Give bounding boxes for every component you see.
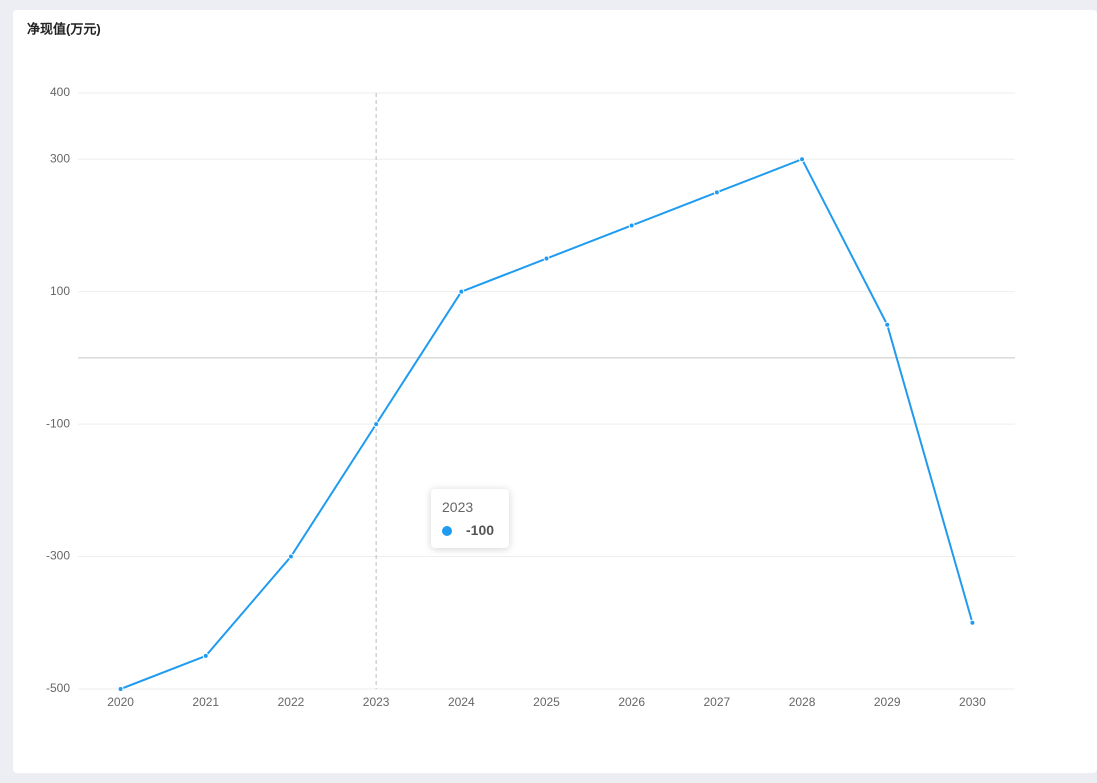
x-tick-label: 2029 bbox=[874, 695, 901, 709]
point bbox=[287, 553, 294, 560]
point bbox=[543, 255, 550, 262]
tooltip: 2023 -100 bbox=[431, 489, 509, 548]
card bbox=[13, 10, 1097, 773]
point bbox=[799, 156, 806, 163]
point bbox=[202, 652, 209, 659]
y-tick-label: -300 bbox=[46, 549, 70, 563]
tooltip-dot bbox=[442, 526, 452, 536]
point bbox=[884, 321, 891, 328]
chart-title: 净现值(万元) bbox=[27, 21, 101, 36]
x-tick-label: 2026 bbox=[618, 695, 645, 709]
y-tick-label: 100 bbox=[50, 284, 70, 298]
y-tick-label: 400 bbox=[50, 85, 70, 99]
point bbox=[117, 686, 124, 692]
x-tick-label: 2023 bbox=[363, 695, 390, 709]
point bbox=[458, 288, 465, 295]
x-tick-label: 2021 bbox=[192, 695, 219, 709]
x-tick-label: 2030 bbox=[959, 695, 986, 709]
point bbox=[628, 222, 635, 229]
x-tick-label: 2025 bbox=[533, 695, 560, 709]
point bbox=[373, 421, 380, 428]
x-tick-label: 2020 bbox=[107, 695, 134, 709]
tooltip-category: 2023 bbox=[442, 499, 474, 515]
x-tick-label: 2024 bbox=[448, 695, 475, 709]
y-tick-label: -500 bbox=[46, 681, 70, 695]
point bbox=[969, 619, 976, 626]
point bbox=[713, 189, 720, 196]
x-tick-label: 2022 bbox=[278, 695, 305, 709]
x-tick-label: 2027 bbox=[704, 695, 731, 709]
x-tick-label: 2028 bbox=[789, 695, 816, 709]
y-tick-label: -100 bbox=[46, 416, 70, 430]
tooltip-value: -100 bbox=[466, 522, 495, 538]
y-tick-label: 300 bbox=[50, 151, 70, 165]
